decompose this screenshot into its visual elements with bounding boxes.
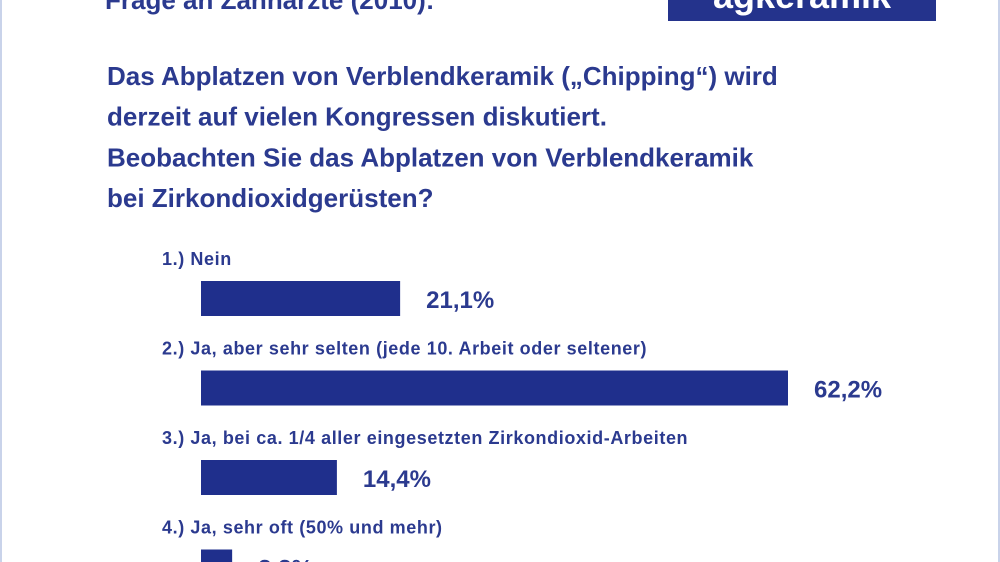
bar: [201, 549, 233, 562]
logo-box: [668, 0, 936, 21]
value-label: 21,1%: [426, 287, 494, 314]
bar: [201, 281, 401, 316]
category-label: 3.) Ja, bei ca. 1/4 aller eingesetzten Z…: [162, 428, 688, 448]
question-line: Beobachten Sie das Abplatzen von Verblen…: [107, 142, 754, 172]
question-line: bei Zirkondioxidgerüsten?: [107, 183, 433, 213]
value-label: 62,2%: [814, 377, 882, 404]
logo-text: agkeramik: [713, 0, 892, 16]
chart-title: Frage an Zahnärzte (2010):: [105, 0, 434, 15]
value-label: 14,4%: [363, 466, 431, 493]
bar: [201, 460, 337, 495]
bar: [201, 370, 788, 406]
category-label: 2.) Ja, aber sehr selten (jede 10. Arbei…: [162, 339, 647, 359]
question-line: derzeit auf vielen Kongressen diskutiert…: [107, 102, 607, 132]
category-label: 1.) Nein: [162, 249, 232, 269]
category-label: 4.) Ja, sehr oft (50% und mehr): [162, 518, 443, 538]
question-line: Das Abplatzen von Verblendkeramik („Chip…: [107, 61, 778, 91]
value-label: 3,3%: [258, 556, 313, 562]
